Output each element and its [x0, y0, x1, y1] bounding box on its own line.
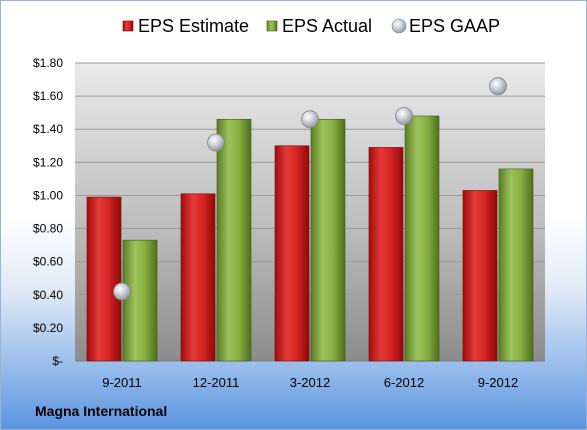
eps-gaap-point: [301, 110, 319, 129]
x-tick-label: 6-2012: [384, 375, 424, 390]
eps-actual-legend-marker: [266, 20, 278, 32]
y-tick-label: $1.40: [33, 122, 63, 136]
eps-actual-bar: [216, 118, 252, 362]
eps-actual-bar: [404, 115, 440, 362]
eps-actual-bar: [310, 118, 346, 362]
x-axis-ticks: 9-2011 12-2011 3-2012 6-2012 9-2012: [102, 375, 518, 390]
y-tick-label: $0.20: [33, 321, 63, 335]
eps-actual-bar: [498, 168, 534, 362]
x-tick-label: 12-2011: [193, 375, 240, 390]
eps-gaap-legend-marker: [391, 18, 407, 34]
y-tick-label: $-: [52, 354, 63, 368]
y-axis-ticks: $- $0.20 $0.40 $0.60 $0.80 $1.00 $1.20 $1.40 $1.…: [33, 56, 63, 368]
eps-estimate-bar: [368, 147, 404, 362]
eps-gaap-point: [207, 133, 225, 152]
eps-estimate-bar: [462, 190, 498, 362]
y-tick-label: $1.00: [33, 188, 63, 202]
y-tick-label: $0.60: [33, 255, 63, 269]
legend-label: EPS Actual: [282, 16, 372, 36]
eps-gaap-point: [113, 282, 131, 301]
y-tick-label: $0.80: [33, 222, 63, 236]
eps-estimate-legend-marker: [122, 20, 134, 32]
legend: EPS Estimate EPS Actual EPS GAAP: [122, 16, 500, 36]
x-tick-label: 9-2012: [478, 375, 518, 390]
gaap-points: [113, 77, 507, 301]
eps-estimate-bar: [86, 196, 122, 362]
bars: [86, 115, 534, 362]
x-tick-label: 3-2012: [290, 375, 330, 390]
eps-gaap-point: [395, 107, 413, 125]
eps-gaap-point: [489, 77, 507, 96]
eps-estimate-bar: [274, 145, 310, 362]
legend-label: EPS GAAP: [409, 16, 500, 36]
y-tick-label: $1.60: [33, 89, 63, 103]
y-tick-label: $1.20: [33, 155, 63, 169]
eps-actual-bar: [122, 239, 158, 362]
x-tick-label: 9-2011: [102, 375, 142, 390]
company-label: Magna International: [35, 403, 168, 419]
y-tick-label: $1.80: [33, 56, 63, 70]
legend-label: EPS Estimate: [138, 16, 249, 36]
eps-estimate-bar: [180, 193, 216, 362]
y-tick-label: $0.40: [33, 288, 63, 302]
